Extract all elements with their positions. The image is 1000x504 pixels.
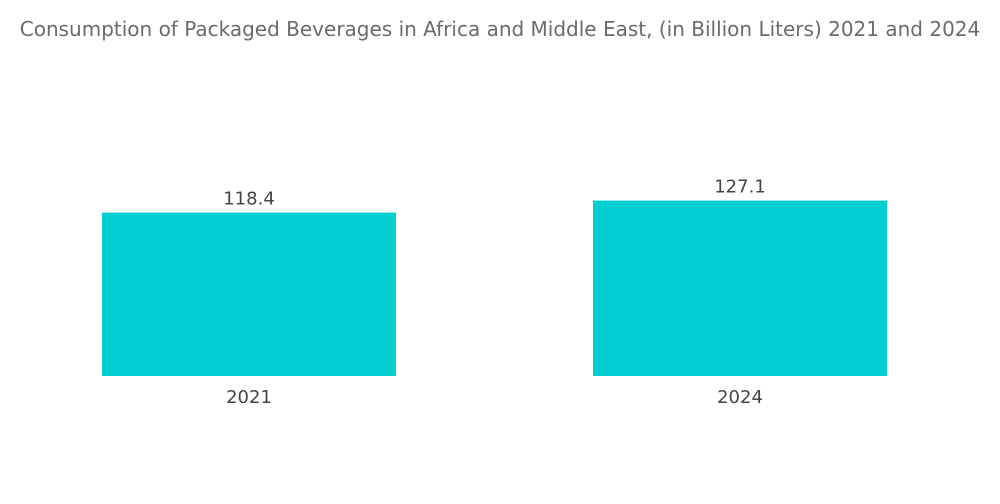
data-label-2021: 118.4: [223, 189, 275, 210]
ticks-layer: 2021 2024: [226, 387, 763, 408]
x-tick-label-2021: 2021: [226, 387, 272, 408]
labels-layer: 118.4 127.1: [223, 177, 766, 210]
bar-2021: [102, 212, 396, 376]
data-label-2024: 127.1: [714, 177, 766, 198]
bar-2024: [593, 200, 887, 376]
x-tick-label-2024: 2024: [717, 387, 763, 408]
bars-layer: [102, 200, 887, 376]
chart-title: Consumption of Packaged Beverages in Afr…: [19, 17, 981, 41]
